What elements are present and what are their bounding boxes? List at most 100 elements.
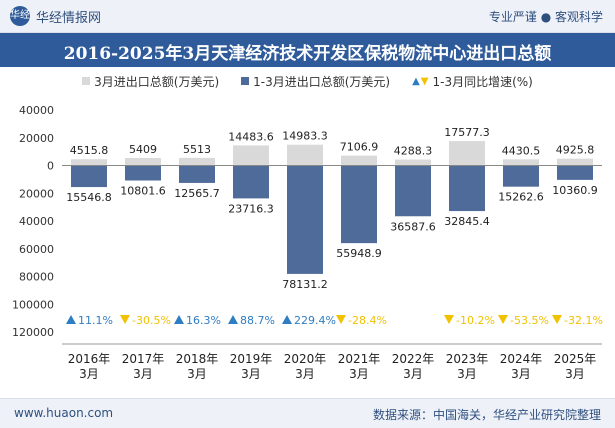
legend-swatch-monthly [82,77,91,85]
growth-label: -28.4% [348,314,387,327]
legend-label-growth: 1-3月同比增速(%) [432,74,533,89]
x-tick-label: 2024年 [500,352,543,366]
growth-marker [444,315,454,324]
growth-label: 11.1% [78,314,113,327]
x-tick-label: 2016年 [68,352,111,366]
growth-marker [498,315,508,324]
growth-label: -53.5% [510,314,549,327]
data-label-cumulative: 15546.8 [66,191,112,204]
data-label-cumulative: 55948.9 [336,247,382,260]
x-tick-label: 2017年 [122,352,165,366]
bar-monthly [557,158,593,166]
bar-monthly [71,159,107,166]
bar-cumulative [71,165,107,188]
data-label-monthly: 4925.8 [556,144,595,157]
x-tick-label: 3月 [565,367,585,381]
growth-marker [282,315,292,324]
legend-triangle-icon: ▲ ▼ [412,75,429,87]
data-label-monthly: 14983.3 [282,130,328,143]
data-label-monthly: 4288.3 [394,145,433,158]
growth-label: 88.7% [240,314,275,327]
x-tick-label: 2022年 [392,352,435,366]
site-url[interactable]: www.huaon.com [14,406,114,420]
bar-cumulative [179,165,215,183]
top-bar: 华经 华经情报网 专业严谨 ● 客观科学 [0,0,615,33]
y-tick-label: 60000 [19,243,54,256]
growth-label: -30.5% [132,314,171,327]
footer-bar: www.huaon.com 数据来源：中国海关，华经产业研究院整理 [0,398,615,428]
bar-cumulative [449,165,485,212]
data-label-cumulative: 12565.7 [174,187,220,200]
bar-cumulative [341,165,377,244]
legend-item-growth: ▲ ▼ 1-3月同比增速(%) [412,70,533,92]
x-tick-label: 2019年 [230,352,273,366]
growth-marker [120,315,130,324]
y-tick-label: 20000 [19,132,54,145]
bar-monthly [395,159,431,166]
brand[interactable]: 华经 华经情报网 [10,6,101,26]
growth-label: -10.2% [456,314,495,327]
x-tick-label: 3月 [349,367,369,381]
growth-marker [228,315,238,324]
growth-marker [336,315,346,324]
growth-marker [552,315,562,324]
growth-label: 229.4% [294,314,336,327]
data-label-cumulative: 23716.3 [228,202,274,215]
legend-item-cumulative: 1-3月进出口总额(万美元) [241,70,390,92]
x-tick-label: 3月 [79,367,99,381]
legend-label-cumulative: 1-3月进出口总额(万美元) [253,74,391,89]
brand-name: 华经情报网 [36,10,102,26]
bar-chart: 40000 20000 0 20000 40000 60000 80000 100000 120… [12,104,603,381]
data-label-monthly: 5409 [129,143,157,156]
y-tick-label: 20000 [19,187,54,200]
data-label-cumulative: 10801.6 [120,184,166,197]
bar-cumulative [287,165,323,274]
growth-marker [66,315,76,324]
y-tick-label: 0 [47,160,54,173]
data-label-monthly: 14483.6 [228,130,274,143]
data-label-cumulative: 36587.6 [390,220,436,233]
data-label-monthly: 4515.8 [70,144,109,157]
y-tick-label: 100000 [12,298,54,311]
bar-monthly [503,159,539,166]
bar-cumulative [395,165,431,217]
bar-cumulative [233,165,269,199]
bar-cumulative [125,165,161,181]
data-label-monthly: 17577.3 [444,126,490,139]
y-tick-label: 40000 [19,215,54,228]
x-tick-label: 3月 [187,367,207,381]
x-tick-label: 3月 [511,367,531,381]
bar-monthly [179,157,215,166]
chart-title: 2016-2025年3月天津经济技术开发区保税物流中心进出口总额 [63,44,552,64]
bar-monthly [233,145,269,166]
x-tick-label: 3月 [295,367,315,381]
x-tick-label: 3月 [403,367,423,381]
x-tick-label: 3月 [241,367,261,381]
chart-legend: 3月进出口总额(万美元) 1-3月进出口总额(万美元) ▲ ▼ 1-3月同比增速(… [0,70,615,92]
x-tick-label: 2018年 [176,352,219,366]
bar-monthly [287,144,323,166]
brand-logo-icon: 华经 [10,6,30,26]
data-label-cumulative: 78131.2 [282,278,328,291]
data-source: 数据来源：中国海关，华经产业研究院整理 [372,408,601,422]
bar-monthly [449,141,485,166]
legend-label-monthly: 3月进出口总额(万美元) [94,74,220,89]
x-tick-label: 2023年 [446,352,489,366]
x-tick-label: 2021年 [338,352,381,366]
x-tick-label: 2020年 [284,352,327,366]
growth-label: 16.3% [186,314,221,327]
data-label-monthly: 5513 [183,143,211,156]
y-tick-label: 80000 [19,271,54,284]
x-tick-label: 3月 [133,367,153,381]
legend-item-monthly: 3月进出口总额(万美元) [82,70,219,92]
data-label-cumulative: 10360.9 [552,184,598,197]
growth-marker [174,315,184,324]
data-label-monthly: 7106.9 [340,141,379,154]
data-label-cumulative: 32845.4 [444,215,490,228]
data-label-cumulative: 15262.6 [498,191,544,204]
title-bar: 2016-2025年3月天津经济技术开发区保税物流中心进出口总额 [0,33,615,67]
tagline: 专业严谨 ● 客观科学 [488,10,603,24]
bar-monthly [125,157,161,166]
x-tick-label: 3月 [457,367,477,381]
x-tick-label: 2025年 [554,352,597,366]
